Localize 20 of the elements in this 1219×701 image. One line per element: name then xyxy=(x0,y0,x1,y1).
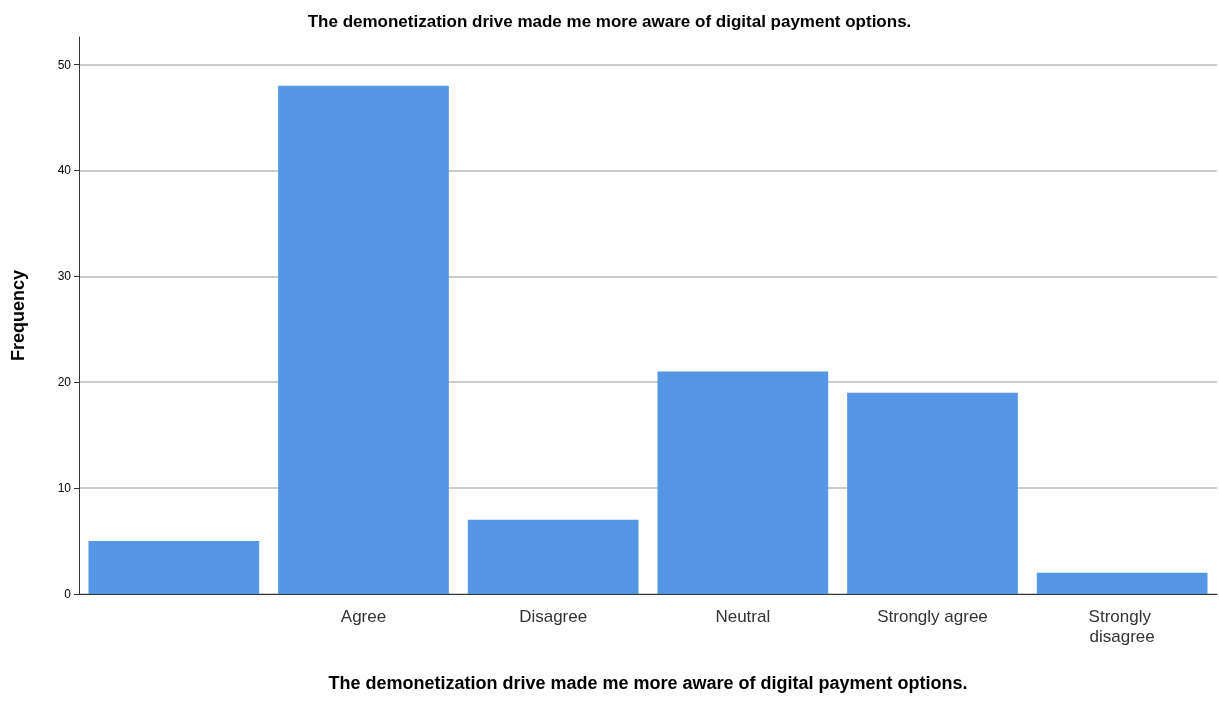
bar xyxy=(1036,572,1208,594)
bar xyxy=(847,392,1018,594)
x-tick-label: Strongly agree xyxy=(877,606,988,626)
y-tick-label: 40 xyxy=(57,163,72,178)
y-axis-title: Frequency xyxy=(8,269,28,362)
bar xyxy=(467,519,639,594)
x-tick-label: Agree xyxy=(340,606,387,626)
y-tick-label: 30 xyxy=(57,269,72,284)
x-axis-title: The demonetization drive made me more aware of digital payment options. xyxy=(328,673,968,693)
bar xyxy=(278,85,449,594)
y-tick-label: 20 xyxy=(57,375,72,390)
y-tick-label: 10 xyxy=(57,481,72,496)
x-tick-label: Neutral xyxy=(715,606,771,626)
x-tick-label: Disagree xyxy=(519,606,588,626)
y-tick-label: 50 xyxy=(57,57,72,72)
bar xyxy=(88,541,260,594)
y-tick-label: 0 xyxy=(64,587,72,601)
bar xyxy=(657,371,829,594)
x-tick-label: Strongly disagree xyxy=(1088,606,1156,646)
chart-title: The demonetization drive made me more aware of digital payment options. xyxy=(307,12,912,31)
